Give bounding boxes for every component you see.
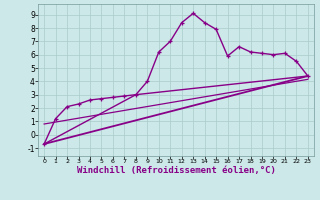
X-axis label: Windchill (Refroidissement éolien,°C): Windchill (Refroidissement éolien,°C) bbox=[76, 166, 276, 175]
